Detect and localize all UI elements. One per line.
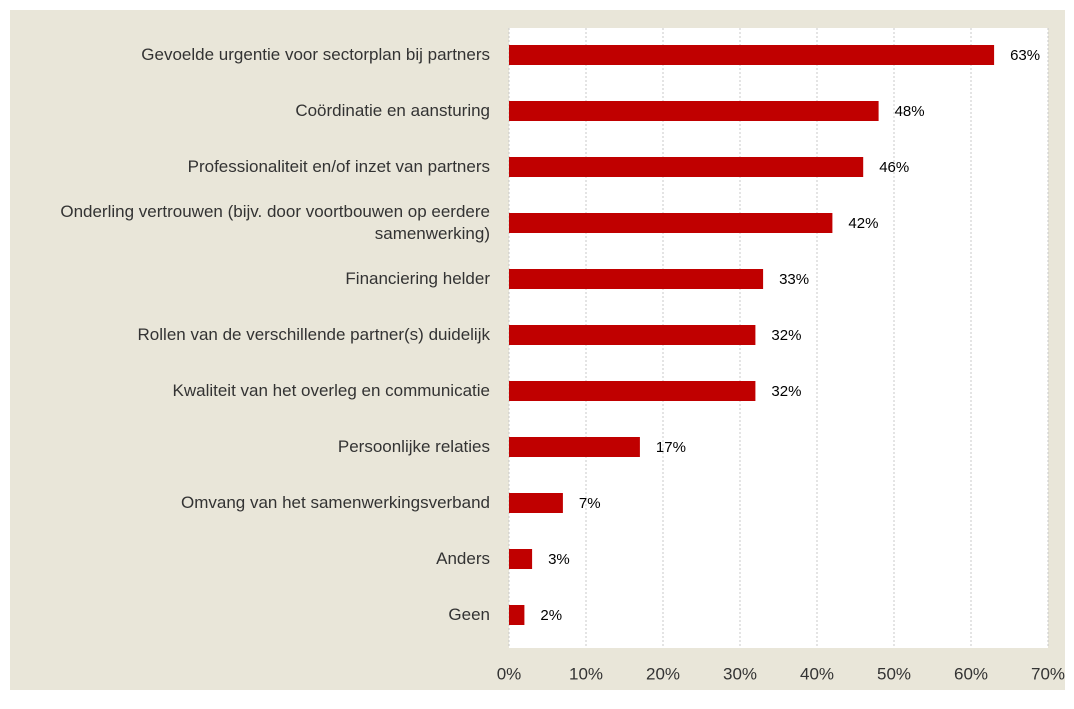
bar <box>509 45 995 65</box>
category-text: Persoonlijke relaties <box>337 437 490 456</box>
value-label: 2% <box>540 607 562 624</box>
bar <box>509 381 756 401</box>
x-tick-label: 0% <box>497 664 522 683</box>
x-tick-label: 20% <box>646 664 680 683</box>
bar <box>509 325 756 345</box>
x-tick-label: 70% <box>1031 664 1065 683</box>
category-label: Anders <box>436 549 490 568</box>
x-tick-label: 60% <box>954 664 988 683</box>
category-text: Gevoelde urgentie voor sectorplan bij pa… <box>141 45 490 64</box>
value-label: 46% <box>879 159 909 176</box>
x-tick-label: 10% <box>569 664 603 683</box>
category-label: Financiering helder <box>345 269 490 288</box>
category-text: Geen <box>448 605 490 624</box>
category-label: Onderling vertrouwen (bijv. door voortbo… <box>60 202 490 243</box>
x-tick-label: 50% <box>877 664 911 683</box>
category-text: Kwaliteit van het overleg en communicati… <box>172 381 491 400</box>
category-text: Financiering helder <box>345 269 490 288</box>
category-label: Persoonlijke relaties <box>337 437 490 456</box>
category-label: Coördinatie en aansturing <box>295 101 490 120</box>
category-text: Coördinatie en aansturing <box>295 101 490 120</box>
category-label: Professionaliteit en/of inzet van partne… <box>187 157 490 176</box>
x-tick-label: 30% <box>723 664 757 683</box>
category-label: Geen <box>448 605 490 624</box>
value-label: 33% <box>779 271 809 288</box>
bar <box>509 213 833 233</box>
category-text: Professionaliteit en/of inzet van partne… <box>187 157 490 176</box>
bar <box>509 437 640 457</box>
value-label: 42% <box>848 215 878 232</box>
bar <box>509 101 879 121</box>
value-label: 3% <box>548 551 570 568</box>
category-label: Rollen van de verschillende partner(s) d… <box>137 325 490 344</box>
bar <box>509 605 525 625</box>
category-text: Omvang van het samenwerkingsverband <box>181 493 490 512</box>
category-text: Anders <box>436 549 490 568</box>
value-label: 32% <box>771 383 801 400</box>
bar <box>509 549 533 569</box>
bar <box>509 269 764 289</box>
value-label: 17% <box>656 439 686 456</box>
category-label: Omvang van het samenwerkingsverband <box>181 493 490 512</box>
category-text: Onderling vertrouwen (bijv. door voortbo… <box>60 202 490 243</box>
category-label: Kwaliteit van het overleg en communicati… <box>172 381 491 400</box>
category-text: Rollen van de verschillende partner(s) d… <box>137 325 490 344</box>
value-label: 32% <box>771 327 801 344</box>
bar <box>509 157 864 177</box>
x-tick-label: 40% <box>800 664 834 683</box>
value-label: 63% <box>1010 47 1040 64</box>
bar <box>509 493 563 513</box>
value-label: 7% <box>579 495 601 512</box>
category-label: Gevoelde urgentie voor sectorplan bij pa… <box>141 45 490 64</box>
value-label: 48% <box>895 103 925 120</box>
